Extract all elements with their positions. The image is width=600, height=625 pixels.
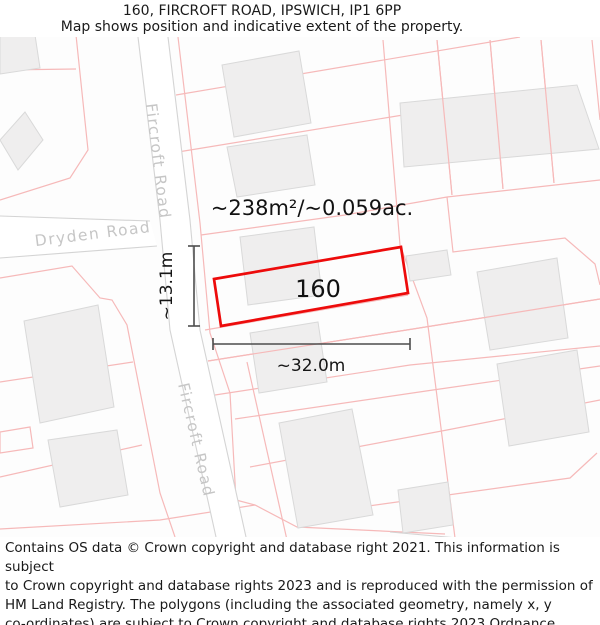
height-dimension-label: ~13.1m [157,252,177,321]
width-dimension: ~32.0m [212,338,411,376]
area-annotation: ~238m²/~0.059ac. [211,196,413,220]
copyright-line: co-ordinates) are subject to Crown copyr… [5,616,556,625]
property-boundary-160 [212,245,410,328]
fircroft-road-surface [138,37,246,537]
property-map: Fircroft Road Fircroft Road Dryden Road … [0,34,600,541]
width-dimension-label: ~32.0m [277,356,346,376]
copyright-line: Contains OS data © Crown copyright and d… [5,540,560,575]
dryden-road-surface [0,216,157,258]
height-dimension: ~13.1m [157,245,200,327]
property-number: 160 [295,275,341,303]
copyright-line: to Crown copyright and database rights 2… [5,578,593,594]
page-subtitle: Map shows position and indicative extent… [60,19,464,35]
roads [0,36,481,541]
copyright-line: HM Land Registry. The polygons (includin… [5,597,552,613]
header: 160, FIRCROFT ROAD, IPSWICH, IP1 6PP Map… [0,0,524,35]
parcel-lines-over-buildings [207,39,600,362]
buildings [0,34,600,534]
copyright-notice: Contains OS data © Crown copyright and d… [5,539,597,625]
page-title: 160, FIRCROFT ROAD, IPSWICH, IP1 6PP [122,3,402,19]
map-container: Fircroft Road Fircroft Road Dryden Road … [0,34,600,541]
